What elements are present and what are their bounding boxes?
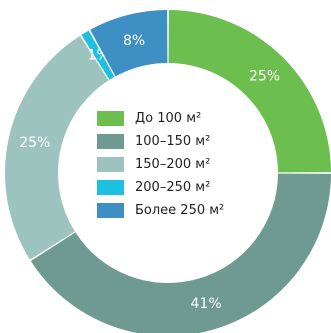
slice-label-up-to-100: 25%: [249, 68, 280, 84]
legend-label-150-200: 150–200 м²: [135, 156, 211, 172]
legend-swatch-200-250: [97, 179, 124, 195]
legend-label-over-250: Более 250 м²: [135, 202, 225, 218]
legend-swatch-up-to-100: [97, 110, 124, 126]
slice-label-150-200: 25%: [19, 135, 50, 151]
slice-label-over-250: 8%: [123, 33, 145, 49]
slice-200-250: [81, 30, 115, 80]
legend-item-150-200: 150–200 м²: [97, 155, 267, 173]
legend-item-100-150: 100–150 м²: [97, 132, 267, 150]
legend-label-up-to-100: До 100 м²: [135, 110, 202, 126]
legend-swatch-100-150: [97, 133, 124, 149]
legend-item-up-to-100: До 100 м²: [97, 109, 267, 127]
slice-up-to-100: [168, 10, 331, 173]
legend-label-100-150: 100–150 м²: [135, 133, 211, 149]
slice-100-150: [30, 173, 331, 333]
legend: До 100 м² 100–150 м² 150–200 м² 200–250 …: [97, 109, 267, 224]
legend-label-200-250: 200–250 м²: [135, 179, 211, 195]
slice-over-250: [90, 10, 168, 77]
legend-item-over-250: Более 250 м²: [97, 201, 267, 219]
legend-swatch-150-200: [97, 156, 124, 172]
legend-item-200-250: 200–250 м²: [97, 178, 267, 196]
slice-150-200: [5, 35, 109, 260]
slice-label-100-150: 41%: [191, 296, 222, 312]
legend-swatch-over-250: [97, 202, 124, 218]
